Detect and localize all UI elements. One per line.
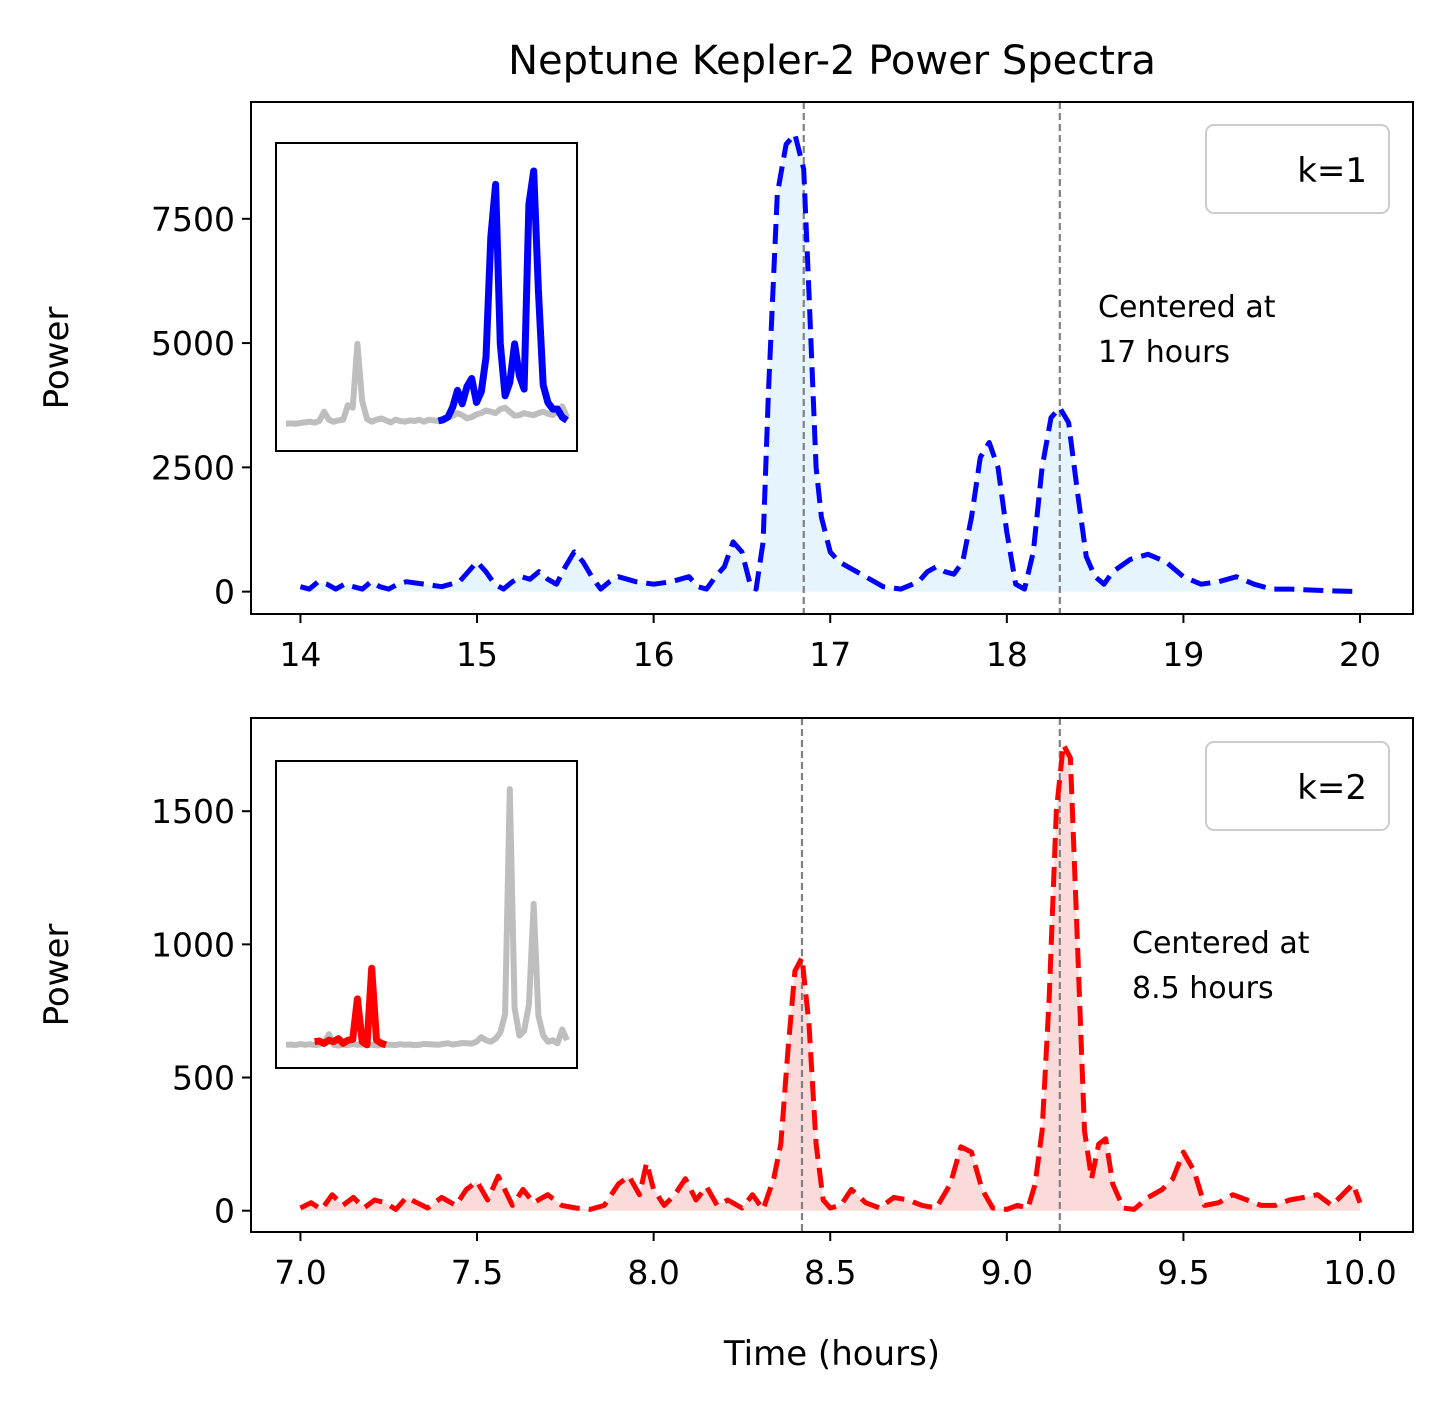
x-tick-label: 9.5: [1157, 1253, 1209, 1292]
annotation-text: 17 hours: [1098, 335, 1230, 370]
y-tick-label: 1500: [151, 792, 235, 831]
x-tick-label: 9.0: [981, 1253, 1033, 1292]
x-tick-label: 14: [279, 635, 321, 674]
x-tick-label: 19: [1162, 635, 1204, 674]
y-tick-label: 7500: [151, 200, 235, 239]
x-tick-label: 17: [809, 635, 851, 674]
x-tick-label: 8.5: [804, 1253, 856, 1292]
legend-box: [1205, 124, 1390, 214]
legend-label: k=2: [1297, 768, 1367, 808]
panel-bottom: 7.0 7.5 8.0 8.5 9.0 9.5 10.0 0 500 1000 1500 Power k…: [37, 717, 1414, 1292]
y-axis-label: Power: [37, 924, 77, 1027]
chart-title: Neptune Kepler-2 Power Spectra: [508, 38, 1156, 84]
x-tick-label: 16: [633, 635, 675, 674]
x-tick-label: 8.0: [627, 1253, 679, 1292]
annotation-text: Centered at: [1098, 290, 1276, 325]
plot-frame: [250, 101, 1414, 615]
inset-highlight-line: [314, 964, 388, 1049]
y-tick-label: 500: [172, 1059, 235, 1098]
inset-highlight-line: [437, 167, 569, 425]
annotation-text: 8.5 hours: [1132, 971, 1274, 1006]
y-tick-label: 5000: [151, 324, 235, 363]
y-tick-label: 0: [214, 573, 235, 612]
inset-background-line: [285, 340, 570, 427]
y-tick-label: 1000: [151, 925, 235, 964]
x-tick-label: 20: [1339, 635, 1381, 674]
x-tick-label: 18: [986, 635, 1028, 674]
series-line: [299, 742, 1363, 1212]
panels: 14 15 16 17 18 19 200250050007500Powerk=1Cente…: [37, 101, 1414, 1292]
x-axis-label: Time (hours): [723, 1334, 940, 1374]
annotation-text: Centered at: [1132, 926, 1310, 961]
plot-frame: [250, 717, 1414, 1233]
inset-plot: [275, 142, 578, 452]
inset-plot: [275, 760, 578, 1069]
x-tick-label: 7.0: [274, 1253, 326, 1292]
panel-top: 14 15 16 17 18 19 20 0 2500 5000 7500 Power k=1 Cente…: [37, 101, 1414, 674]
y-axis-label: Power: [37, 307, 77, 410]
series-line: [299, 131, 1361, 595]
legend-box: [1205, 741, 1390, 831]
y-tick-label: 0: [214, 1192, 235, 1231]
x-tick-label: 7.5: [451, 1253, 503, 1292]
y-tick-label: 2500: [151, 448, 235, 487]
legend-label: k=1: [1297, 151, 1367, 191]
x-tick-label: 10.0: [1323, 1253, 1396, 1292]
x-tick-label: 15: [456, 635, 498, 674]
